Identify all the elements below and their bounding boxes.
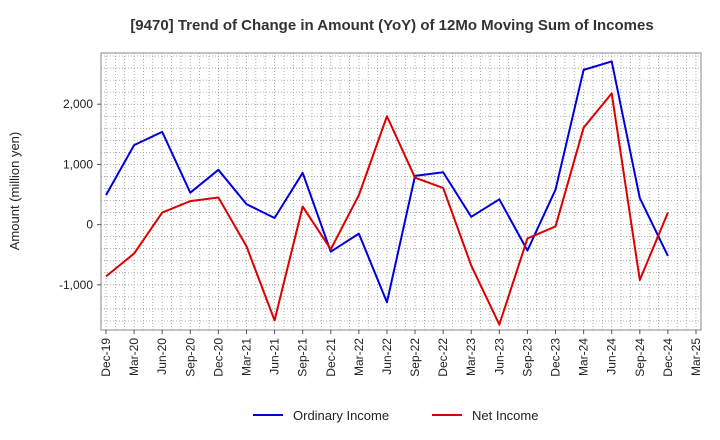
- x-tick-label: Jun-24: [605, 338, 619, 375]
- gridlines: [101, 53, 701, 330]
- x-tick-label: Sep-23: [520, 338, 534, 377]
- x-tick-label: Jun-21: [268, 338, 282, 375]
- plot-area: [100, 52, 702, 331]
- x-tick-label: Sep-22: [408, 338, 422, 377]
- y-tick-label: 2,000: [63, 97, 93, 111]
- x-tick-label: Dec-20: [211, 338, 225, 377]
- legend-label: Ordinary Income: [293, 408, 389, 423]
- series-line-2: [105, 92, 669, 326]
- y-tick-label: 0: [86, 218, 93, 232]
- x-axis-ticks: Dec-19 Mar-20 Jun-20 Sep-20 Dec-20 Mar-21 Jun-…: [99, 330, 703, 377]
- chart-title: [9470] Trend of Change in Amount (YoY) o…: [130, 17, 653, 34]
- x-tick-label: Sep-21: [296, 338, 310, 377]
- x-tick-label: Jun-22: [380, 338, 394, 375]
- series-lines: [105, 60, 669, 326]
- x-tick-label: Mar-22: [352, 338, 366, 376]
- x-tick-label: Dec-22: [436, 338, 450, 377]
- x-tick-label: Sep-20: [183, 338, 197, 377]
- legend: Ordinary Income Net Income: [253, 408, 538, 423]
- x-tick-label: Mar-21: [239, 338, 253, 376]
- x-tick-label: Dec-24: [661, 338, 675, 377]
- x-tick-label: Mar-20: [127, 338, 141, 376]
- x-tick-label: Sep-24: [633, 338, 647, 377]
- y-tick-label: 1,000: [63, 157, 93, 171]
- x-tick-label: Mar-25: [689, 338, 703, 376]
- y-tick-label: -1,000: [59, 278, 93, 292]
- x-tick-label: Dec-21: [324, 338, 338, 377]
- x-tick-label: Dec-19: [99, 338, 113, 377]
- y-axis-label: Amount (million yen): [7, 132, 22, 251]
- x-tick-label: Jun-20: [155, 338, 169, 375]
- x-tick-label: Mar-23: [464, 338, 478, 376]
- x-tick-label: Mar-24: [577, 338, 591, 376]
- legend-label: Net Income: [472, 408, 538, 423]
- series-line-1: [105, 60, 669, 304]
- x-tick-label: Dec-23: [549, 338, 563, 377]
- y-axis-ticks: 2,000 1,000 0 -1,000: [59, 97, 101, 292]
- x-tick-label: Jun-23: [492, 338, 506, 375]
